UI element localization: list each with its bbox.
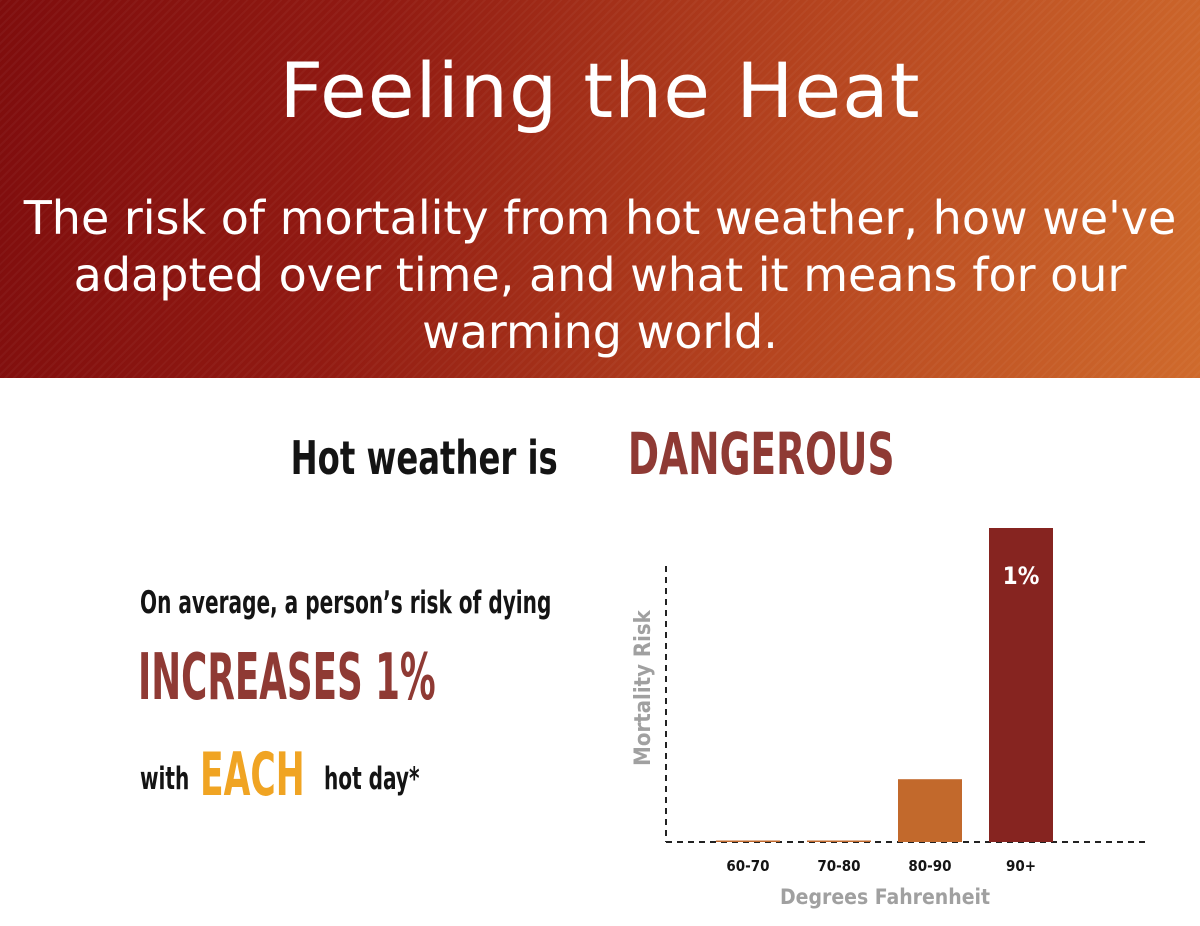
fact-tail-text: hot day* [324,761,420,797]
page-subtitle: The risk of mortality from hot weather, … [23,191,1177,359]
header-banner: Feeling the Heat The risk of mortality f… [0,0,1200,378]
x-tick-label: 90+ [1006,857,1036,875]
x-tick-label: 70-80 [817,857,860,875]
data-label: 1% [1003,562,1040,590]
chart-data-labels: 1% [1003,562,1040,590]
bar [807,840,871,842]
x-axis-label: Degrees Fahrenheit [780,885,990,909]
fact-increase-text: INCREASES 1% [138,641,436,715]
headline-emphasis: DANGEROUS [628,420,895,488]
bar [716,840,780,842]
x-tick-label: 80-90 [908,857,951,875]
fact-each-text: EACH [200,740,305,810]
headline-prefix: Hot weather is [290,431,559,485]
page-title: Feeling the Heat [279,46,921,135]
chart-bars [716,528,1053,842]
section-headline: Hot weather is DANGEROUS [0,420,1200,488]
bar [989,528,1053,842]
bar [898,779,962,842]
x-tick-label: 60-70 [726,857,769,875]
y-axis-label: Mortality Risk [631,609,656,765]
fact-with-text: with [140,761,190,797]
chart-tick-labels: 60-70 70-80 80-90 90+ [726,857,1036,875]
fact-intro-text: On average, a person’s risk of dying [140,585,552,621]
mortality-risk-chart: 60-70 70-80 80-90 90+ 1% Mortality Risk Deg… [631,528,1145,909]
